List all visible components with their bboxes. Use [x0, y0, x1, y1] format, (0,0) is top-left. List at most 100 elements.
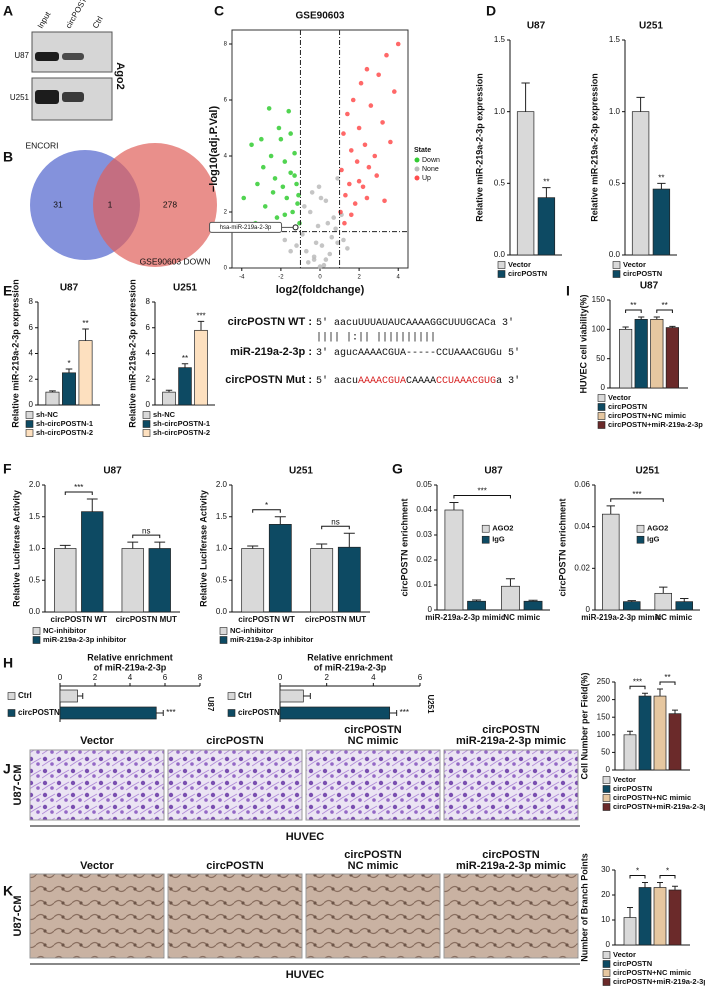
- point: [282, 237, 288, 243]
- point: [294, 181, 299, 187]
- legend-swatch: [602, 785, 611, 793]
- x-tick-label: NC mimic: [655, 613, 692, 622]
- panel-label: C: [214, 3, 224, 19]
- y-tick-label: 1.5: [29, 512, 41, 521]
- point: [311, 254, 317, 260]
- y-axis-label: Relative miR-219a-2-3p expression: [10, 279, 20, 428]
- antibody-label: Ago2: [114, 62, 126, 90]
- legend-swatch: [32, 636, 41, 644]
- y-tick-label: 0.05: [416, 480, 432, 489]
- legend-label: Down: [422, 157, 440, 164]
- bar: [523, 600, 543, 611]
- point: [327, 251, 333, 257]
- legend-swatch: [142, 420, 151, 428]
- y-tick-label: 8: [224, 42, 228, 48]
- y-tick-label: 1.0: [609, 107, 621, 116]
- point: [292, 150, 297, 156]
- point: [276, 125, 282, 131]
- column-label: circPOSTN: [344, 724, 402, 736]
- point: [241, 195, 247, 201]
- significance-bracket: [629, 685, 646, 690]
- significance: *: [265, 501, 268, 510]
- bar: [81, 511, 104, 613]
- point: [304, 248, 309, 254]
- sequence-segment: 5' aacuUUUAUAUCAAAAGGCUUUGCACa 3': [316, 317, 514, 329]
- point: [268, 153, 274, 159]
- y-tick-label: 0.0: [494, 250, 506, 259]
- chart-title: U251: [636, 466, 660, 477]
- column-label: circPOSTN: [482, 724, 540, 736]
- legend-label: circPOSTN+miR-219a-2-3p mimic: [613, 802, 705, 811]
- blot-band: [35, 52, 59, 61]
- legend-swatch: [25, 411, 34, 419]
- bar: [623, 917, 637, 946]
- legend-label: AGO2: [647, 524, 668, 533]
- y-tick-label: 4: [29, 349, 34, 358]
- chart-title: U87: [484, 466, 503, 477]
- bar: [467, 600, 486, 611]
- error-bar: [156, 710, 164, 716]
- row-label: U251: [10, 93, 30, 102]
- legend-swatch: [602, 969, 611, 977]
- significance-bracket: [659, 681, 676, 686]
- legend-label: Vector: [608, 393, 631, 402]
- x-tick-label: -2: [278, 275, 284, 281]
- venn-count: 31: [53, 199, 63, 209]
- legend-swatch: [602, 978, 611, 986]
- pairing: |||| |:|| ||||||||||: [316, 332, 436, 344]
- point: [364, 66, 370, 72]
- bar: [59, 689, 78, 703]
- error-bar: [154, 541, 166, 549]
- error-bar: [636, 96, 645, 112]
- micrograph: [443, 873, 579, 959]
- x-tick-label: 8: [198, 673, 203, 682]
- y-tick-label: 50: [596, 354, 605, 363]
- sequence-label: miR-219a-2-3p :: [230, 346, 312, 358]
- legend-label: circPOSTN: [613, 784, 652, 793]
- error-bar: [389, 710, 398, 716]
- bar: [279, 706, 391, 720]
- significance-bracket: [132, 534, 161, 539]
- bar: [501, 585, 520, 611]
- significance-bracket: [321, 525, 350, 530]
- chart-title: U87: [103, 466, 122, 477]
- y-tick-label: 0.5: [494, 178, 506, 187]
- x-tick-label: miR-219a-2-3p mimic: [581, 613, 662, 622]
- bar: [121, 548, 144, 613]
- significance: ***: [478, 487, 487, 496]
- y-axis-label: Relative miR-219a-2-3p expression: [589, 73, 599, 222]
- panel-label: F: [3, 461, 12, 477]
- legend-label: IgG: [492, 535, 505, 544]
- point: [372, 153, 378, 159]
- point: [266, 106, 272, 111]
- significance: **: [664, 673, 670, 682]
- y-tick-label: 20: [601, 890, 610, 899]
- significance-bracket: [625, 309, 642, 314]
- error-bar: [449, 502, 459, 510]
- point: [255, 181, 260, 187]
- chart-title: U251: [173, 283, 197, 294]
- y-tick-label: 2: [146, 374, 151, 383]
- point: [335, 240, 340, 246]
- legend-swatch: [597, 421, 606, 429]
- legend-swatch: [32, 627, 41, 635]
- error-bar: [472, 599, 482, 602]
- y-tick-label: 4: [146, 349, 151, 358]
- y-tick-label: 100: [597, 730, 611, 739]
- error-bar: [622, 326, 629, 330]
- point: [270, 190, 276, 195]
- legend-label: miR-219a-2-3p inhibitor: [43, 635, 126, 644]
- legend-swatch: [612, 261, 621, 269]
- chart-title: U251: [289, 466, 313, 477]
- micrograph: [167, 749, 303, 821]
- significance: ***: [633, 677, 642, 686]
- legend-swatch: [481, 535, 490, 544]
- point: [321, 262, 327, 268]
- y-tick-label: Ctrl: [18, 691, 32, 700]
- error-bar: [657, 182, 666, 190]
- legend-label: sh-circPOSTN-2: [36, 428, 93, 437]
- y-tick-label: 150: [592, 295, 606, 304]
- sequence: 3' agucAAAACGUA-----CCUAAACGUGu 5': [316, 347, 520, 359]
- chart-title: U87: [640, 281, 659, 292]
